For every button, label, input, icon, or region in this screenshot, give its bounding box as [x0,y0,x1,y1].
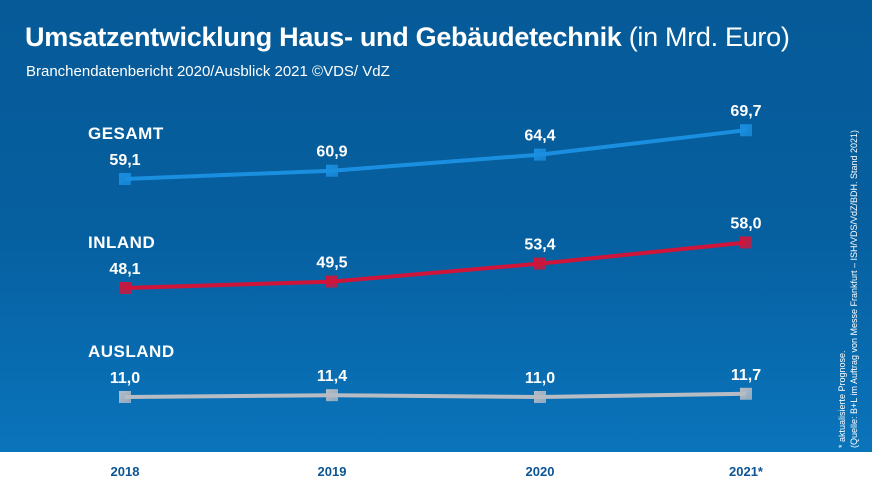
data-label-gesamt: 60,9 [316,144,347,161]
data-point-ausland [534,391,546,403]
series-label-inland: INLAND [88,233,155,252]
series-line-inland [124,240,747,290]
data-point-gesamt [534,148,546,161]
data-point-ausland [740,387,752,400]
source-footnote: * aktualisierte Prognose. (Quelle: B+L i… [836,130,860,448]
x-axis-label: 2020 [526,464,555,479]
data-label-ausland: 11,0 [525,370,555,387]
data-point-gesamt [326,164,338,177]
x-axis-label: 2019 [318,464,347,479]
data-label-ausland: 11,0 [110,370,140,387]
data-point-inland [326,275,338,288]
data-label-inland: 49,5 [316,255,347,272]
series-label-gesamt: GESAMT [88,124,164,143]
data-point-inland [534,257,546,270]
series-label-ausland: AUSLAND [88,342,175,361]
data-label-ausland: 11,4 [317,368,347,385]
data-point-gesamt [119,173,131,185]
data-label-gesamt: 59,1 [109,152,140,169]
footnote-forecast: * aktualisierte Prognose. [837,350,847,448]
data-label-gesamt: 69,7 [730,103,761,120]
data-point-inland [740,236,752,249]
data-point-gesamt [740,124,752,137]
data-label-inland: 58,0 [730,215,761,232]
data-point-ausland [119,391,131,403]
data-label-inland: 53,4 [524,237,555,254]
data-point-inland [119,282,131,294]
series-line-gesamt [124,128,747,181]
chart-subtitle: Branchendatenbericht 2020/Ausblick 2021 … [26,63,390,80]
x-axis-label: 2018 [111,464,140,479]
data-label-gesamt: 64,4 [524,128,555,145]
chart-title-main: Umsatzentwicklung Haus- und Gebäudetechn… [25,22,622,52]
series-line-ausland [124,391,747,400]
x-axis-label: 2021* [729,464,764,479]
footnote-source: (Quelle: B+L im Auftrag von Messe Frankf… [849,129,859,448]
data-label-inland: 48,1 [109,261,140,278]
chart-title: Umsatzentwicklung Haus- und Gebäudetechn… [25,22,790,53]
chart-title-unit: (in Mrd. Euro) [628,22,790,52]
data-point-ausland [326,389,338,402]
data-label-ausland: 11,7 [731,367,761,384]
chart-background [0,0,872,452]
